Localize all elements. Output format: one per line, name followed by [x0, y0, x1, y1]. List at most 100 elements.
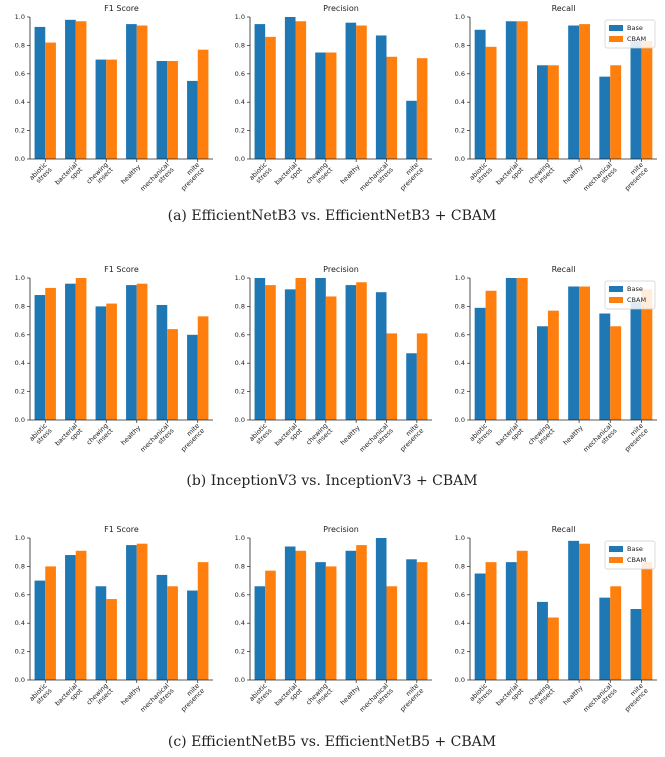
y-tick-label: 0.4: [455, 359, 465, 367]
bar: [126, 285, 137, 420]
y-tick-label: 0.2: [15, 648, 25, 656]
bar: [95, 59, 107, 159]
bar: [356, 282, 367, 420]
bar: [516, 21, 528, 160]
bar: [505, 278, 517, 420]
y-tick-label: 0.4: [455, 98, 465, 106]
bar: [284, 17, 296, 159]
bar: [599, 76, 611, 159]
x-tick-label: mechanicalstress: [139, 681, 176, 718]
x-tick-label: bacterialspot: [53, 160, 84, 191]
x-tick-label: healthy: [562, 424, 585, 447]
x-tick-label: healthy: [339, 163, 362, 186]
bar: [547, 310, 559, 420]
bar: [136, 283, 148, 420]
bar: [45, 42, 56, 160]
bar: [156, 304, 168, 420]
bar: [45, 287, 56, 420]
y-tick-label: 1.0: [455, 274, 465, 282]
bar: [474, 307, 486, 420]
bar: [485, 562, 497, 680]
bar: [265, 36, 276, 159]
bar: [505, 21, 517, 160]
x-tick-label: healthy: [339, 684, 362, 707]
bar: [406, 559, 417, 680]
x-tick-label: healthy: [119, 684, 142, 707]
bar: [568, 286, 580, 420]
x-tick-label: mitepresence: [394, 161, 426, 193]
bar: [579, 543, 590, 680]
bar: [136, 543, 148, 680]
y-tick-label: 0.0: [235, 416, 245, 424]
bar: [375, 538, 387, 680]
caption: (c) EfficientNetB5 vs. EfficientNetB5 + …: [168, 734, 496, 750]
x-tick-label: abioticstress: [468, 160, 494, 186]
x-tick-label: bacterialspot: [273, 160, 304, 191]
y-tick-label: 0.8: [455, 41, 465, 49]
x-tick-label: abioticstress: [28, 421, 54, 447]
bar: [474, 29, 486, 160]
bar: [254, 586, 266, 680]
bar: [95, 586, 107, 680]
y-tick-label: 0.6: [235, 70, 245, 78]
bar: [386, 333, 398, 420]
bar: [641, 562, 653, 680]
bar: [505, 562, 517, 680]
bar: [254, 24, 266, 159]
chart-title: F1 Score: [104, 265, 139, 274]
x-tick-label: chewinginsect: [304, 160, 334, 190]
bar: [630, 41, 642, 159]
y-tick-label: 0.6: [235, 331, 245, 339]
y-tick-label: 0.8: [235, 302, 245, 310]
bar: [568, 25, 580, 159]
chart-title: Precision: [323, 525, 359, 534]
y-tick-label: 1.0: [455, 13, 465, 21]
bar: [485, 46, 497, 159]
x-tick-label: chewinginsect: [304, 421, 334, 451]
x-tick-label: chewinginsect: [527, 160, 557, 190]
bar: [295, 21, 307, 160]
chart-title: Recall: [552, 265, 576, 274]
caption: (a) EfficientNetB3 vs. EfficientNetB3 + …: [168, 208, 497, 224]
bar: [106, 599, 117, 680]
bar: [284, 546, 296, 680]
bar: [187, 334, 198, 420]
bar: [599, 313, 611, 420]
bar: [485, 290, 497, 420]
bar: [641, 289, 653, 420]
bar: [265, 285, 276, 420]
bar: [34, 295, 46, 420]
bar: [106, 59, 117, 159]
bar: [156, 574, 168, 680]
bar: [610, 586, 622, 680]
caption: (b) InceptionV3 vs. InceptionV3 + CBAM: [186, 473, 477, 489]
bar: [75, 550, 87, 680]
legend-label: CBAM: [627, 296, 646, 304]
bar: [197, 316, 209, 420]
x-tick-label: abioticstress: [247, 421, 273, 447]
bar: [630, 609, 642, 680]
y-tick-label: 0.2: [455, 388, 465, 396]
bar: [34, 26, 46, 159]
y-tick-label: 0.0: [455, 416, 465, 424]
bar: [568, 540, 580, 680]
x-tick-label: abioticstress: [247, 681, 273, 707]
x-tick-label: mitepresence: [174, 422, 206, 454]
bar: [516, 278, 528, 420]
bar: [265, 570, 276, 680]
y-tick-label: 1.0: [235, 534, 245, 542]
legend-label: Base: [627, 285, 643, 293]
y-tick-label: 1.0: [235, 13, 245, 21]
bar: [197, 562, 209, 680]
y-tick-label: 0.8: [235, 41, 245, 49]
bar: [197, 49, 209, 159]
bar: [345, 22, 357, 160]
bar: [315, 52, 326, 159]
y-tick-label: 0.2: [235, 648, 245, 656]
bar: [406, 353, 417, 420]
x-tick-label: healthy: [119, 163, 142, 186]
bar: [156, 61, 168, 159]
bar: [167, 586, 178, 680]
bar: [579, 24, 590, 159]
